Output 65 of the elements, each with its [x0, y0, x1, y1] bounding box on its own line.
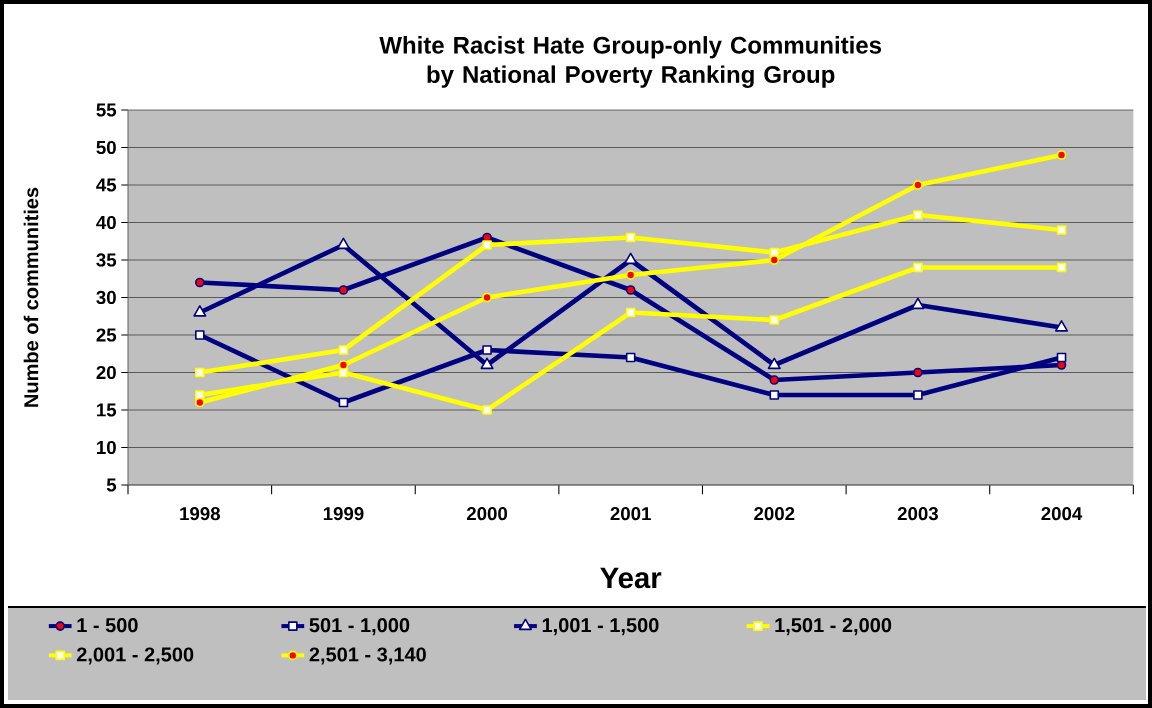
point: [482, 292, 492, 303]
point: [913, 367, 923, 378]
y-tick-label: 10: [97, 440, 116, 455]
point: [1056, 150, 1067, 160]
point: [625, 270, 636, 280]
point: [338, 345, 349, 355]
y-tick-label: 20: [96, 365, 116, 380]
y-tick-label: 40: [96, 215, 116, 230]
legend-label: 2,001 - 2,500: [76, 647, 194, 665]
point: [482, 240, 492, 250]
point: [195, 277, 205, 288]
y-tick-label: 50: [96, 140, 116, 155]
point: [482, 345, 492, 355]
point: [624, 252, 638, 265]
x-tick-label: 2001: [610, 507, 651, 521]
point: [913, 390, 923, 400]
point: [769, 315, 780, 325]
point: [913, 210, 923, 220]
point: [625, 285, 636, 295]
legend-label: 1 - 500: [77, 618, 138, 633]
point: [195, 367, 205, 378]
x-tick-label: 2004: [1041, 507, 1083, 521]
y-tick-label: 5: [106, 478, 117, 492]
point: [336, 237, 351, 250]
point: [769, 390, 780, 400]
legend-label: 501 - 1,000: [309, 618, 410, 636]
y-tick-label: 30: [96, 290, 116, 305]
point: [625, 352, 636, 363]
legend-label: 1,501 - 2,000: [775, 618, 892, 636]
x-tick-label: 2003: [897, 507, 938, 521]
point: [767, 357, 781, 370]
point: [769, 375, 780, 385]
y-tick-label: 55: [96, 103, 117, 117]
x-tick-label: 1999: [323, 507, 364, 521]
point: [1056, 352, 1067, 363]
point: [913, 180, 923, 190]
point: [1054, 320, 1069, 332]
point: [195, 390, 205, 400]
point: [911, 297, 925, 310]
legend-label: 1,001 - 1,500: [542, 618, 659, 636]
point: [482, 405, 492, 415]
y-tick-label: 45: [96, 178, 117, 192]
y-axis-title: Numbe of communities: [23, 187, 39, 407]
point: [1056, 225, 1067, 235]
y-tick-label: 15: [97, 403, 117, 417]
x-tick-label: 2000: [466, 507, 508, 521]
point: [338, 285, 349, 295]
point: [913, 262, 923, 273]
point: [338, 397, 349, 408]
x-axis-title: Year: [600, 567, 662, 589]
point: [625, 232, 636, 243]
point: [195, 330, 205, 340]
point: [1056, 262, 1067, 273]
chart-title: White Racist Hate Group-only Communities by National Poverty Ranking Group: [379, 36, 882, 88]
legend-label: 2,501 - 3,140: [309, 647, 426, 665]
x-tick-label: 2002: [754, 507, 795, 521]
point: [625, 307, 636, 318]
y-tick-label: 35: [96, 253, 117, 267]
point: [338, 360, 349, 370]
point: [193, 305, 207, 317]
x-tick-label: 1998: [180, 507, 220, 521]
point: [769, 255, 780, 265]
point: [480, 357, 494, 370]
point: [195, 397, 205, 408]
y-tick-label: 25: [96, 328, 117, 342]
